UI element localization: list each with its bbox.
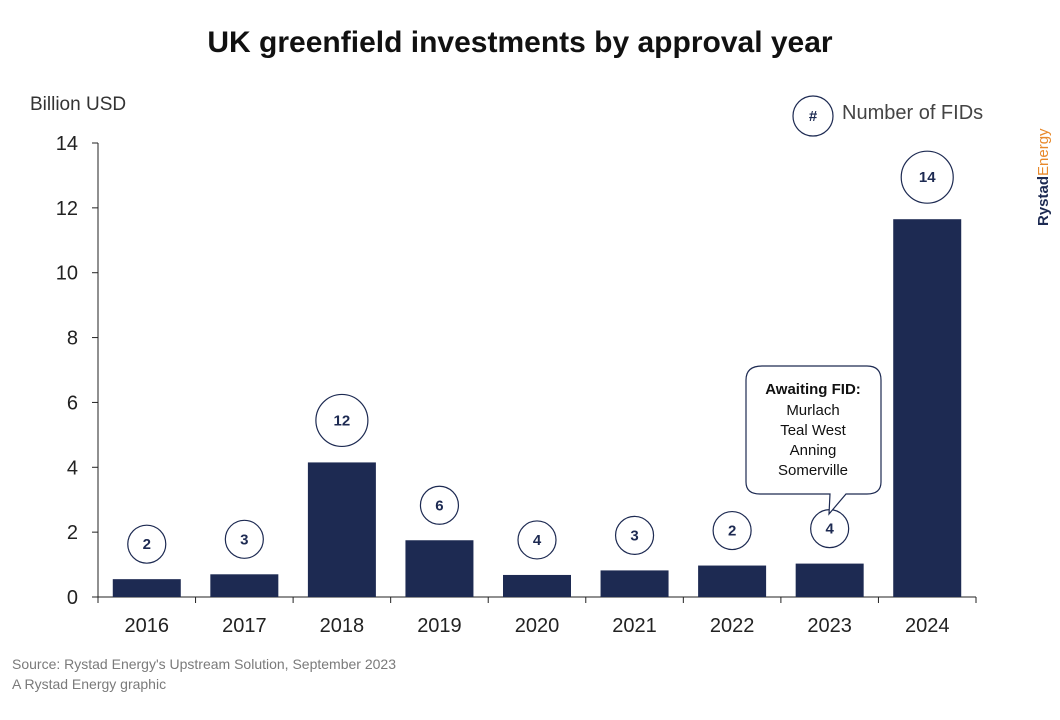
- bars: [112, 219, 962, 597]
- x-tick-label: 2017: [222, 615, 267, 637]
- fid-count-2016: 2: [143, 536, 151, 553]
- y-axis-label: Billion USD: [30, 94, 126, 115]
- callout-line-4: Somerville: [778, 462, 848, 479]
- fid-count-2019: 6: [435, 497, 443, 514]
- fid-circle-2021: [614, 515, 655, 556]
- callout-line-2: Teal West: [780, 422, 846, 439]
- legend-label: Number of FIDs: [842, 102, 983, 124]
- bar-2023: [795, 563, 864, 597]
- fid-count-2017: 3: [240, 531, 248, 548]
- bar-2020: [503, 574, 571, 597]
- brand-part2: Energy: [1035, 128, 1052, 176]
- bar-2022: [698, 565, 767, 597]
- y-tick-label: 10: [56, 263, 78, 285]
- bar-2021: [600, 570, 669, 597]
- x-tick-label: 2022: [710, 615, 755, 637]
- y-tick-label: 6: [67, 392, 78, 414]
- x-tick-label: 2024: [905, 615, 950, 637]
- callout-line-3: Anning: [790, 442, 837, 459]
- x-tick-label: 2019: [417, 615, 462, 637]
- fid-markers: 2 3 12 6 4 3 2 4 14: [127, 150, 954, 564]
- fid-circle-2017: [224, 519, 264, 559]
- y-tick-label: 12: [56, 198, 78, 220]
- fid-count-2023: 4: [825, 521, 834, 538]
- legend: # Number of FIDs: [792, 95, 983, 137]
- legend-circle-icon: [792, 95, 834, 137]
- legend-symbol: #: [809, 108, 818, 125]
- x-tick-label: 2020: [515, 615, 560, 637]
- fid-count-2020: 4: [533, 532, 542, 549]
- callout-title: Awaiting FID:: [765, 381, 861, 398]
- fid-circle-2018: [315, 393, 369, 448]
- fid-count-2021: 3: [630, 527, 638, 544]
- bar-2024: [893, 219, 962, 597]
- source-note: Source: Rystad Energy's Upstream Solutio…: [12, 656, 396, 672]
- bar-2018: [307, 462, 376, 597]
- x-tick-label: 2021: [612, 615, 657, 637]
- brand-logo: RystadEnergy: [1035, 128, 1052, 226]
- fid-count-2018: 12: [334, 412, 351, 429]
- y-tick-label: 0: [67, 587, 78, 609]
- fid-count-2024: 14: [919, 169, 936, 186]
- fid-circle-2019: [419, 485, 460, 525]
- fid-circle-2016: [127, 524, 167, 564]
- y-tick-label: 2: [67, 522, 78, 544]
- x-tick-label: 2023: [807, 615, 852, 637]
- bar-2019: [405, 540, 474, 597]
- brand-part1: Rystad: [1035, 176, 1052, 226]
- y-tick-label: 4: [67, 457, 78, 479]
- fid-count-2022: 2: [728, 523, 736, 540]
- y-tick-label: 14: [56, 133, 78, 155]
- fid-circle-2020: [517, 520, 557, 560]
- bar-2016: [112, 579, 181, 597]
- x-tick-label: 2016: [125, 615, 170, 637]
- credit-note: A Rystad Energy graphic: [12, 676, 166, 692]
- callout-bubble: [745, 365, 882, 516]
- bar-2017: [210, 574, 279, 597]
- fid-circle-2024: [900, 150, 954, 204]
- chart-title: UK greenfield investments by approval ye…: [207, 26, 833, 59]
- y-tick-label: 8: [67, 328, 78, 350]
- fid-circle-2022: [712, 510, 752, 551]
- x-tick-label: 2018: [320, 615, 365, 637]
- callout-line-1: Murlach: [786, 402, 839, 419]
- awaiting-fid-callout: Awaiting FID: Murlach Teal West Anning S…: [745, 365, 882, 516]
